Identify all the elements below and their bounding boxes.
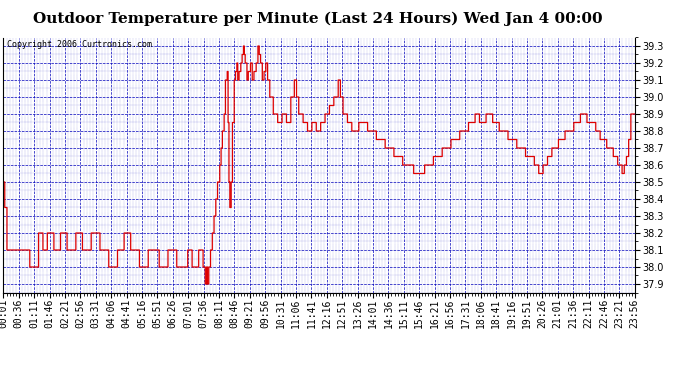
Text: Copyright 2006 Curtronics.com: Copyright 2006 Curtronics.com [7, 40, 152, 49]
Text: Outdoor Temperature per Minute (Last 24 Hours) Wed Jan 4 00:00: Outdoor Temperature per Minute (Last 24 … [32, 11, 602, 26]
